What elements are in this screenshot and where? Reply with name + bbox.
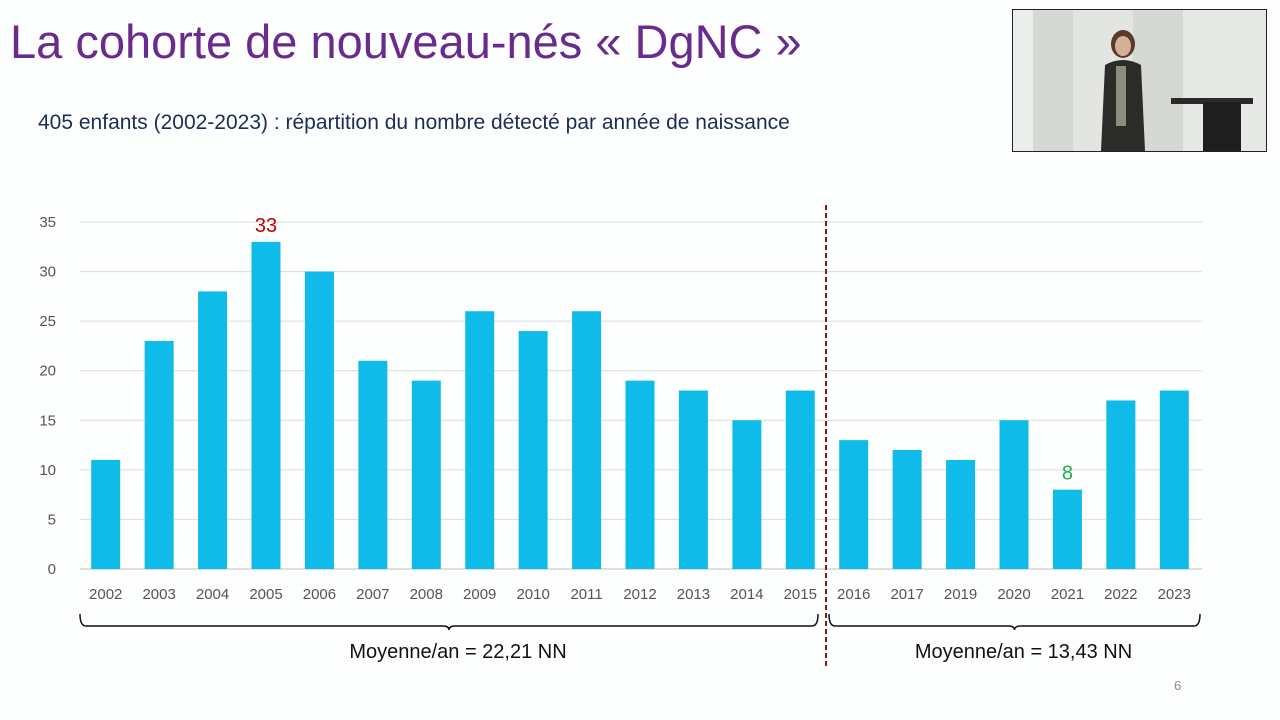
y-tick-label: 35 xyxy=(39,214,56,231)
slide-number: 6 xyxy=(1174,678,1182,693)
bar-2015 xyxy=(785,390,815,569)
x-tick-label: 2011 xyxy=(570,586,602,603)
bar-2008 xyxy=(411,380,441,569)
speaker-video-inset xyxy=(1012,9,1267,152)
x-tick-label: 2005 xyxy=(249,586,282,603)
bar-2009 xyxy=(465,311,495,569)
y-tick-label: 15 xyxy=(39,412,56,429)
bar-2020 xyxy=(999,420,1029,569)
x-tick-label: 2010 xyxy=(516,586,549,603)
bar-2006 xyxy=(304,271,334,569)
speaker-video-image xyxy=(1013,10,1266,151)
x-tick-label: 2003 xyxy=(142,586,175,603)
x-tick-label: 2004 xyxy=(196,586,229,603)
bar-2003 xyxy=(144,340,174,569)
x-tick-label: 2002 xyxy=(89,586,122,603)
bar-2021 xyxy=(1052,489,1082,569)
bar-2017 xyxy=(892,450,922,569)
x-tick-label: 2017 xyxy=(890,586,923,603)
bar-2016 xyxy=(839,440,869,569)
x-tick-label: 2013 xyxy=(677,586,710,603)
bar-2007 xyxy=(358,360,388,569)
bar-2004 xyxy=(198,291,228,569)
bar-2023 xyxy=(1159,390,1189,569)
slide-title: La cohorte de nouveau-nés « DgNC » xyxy=(10,15,802,68)
x-tick-label: 2019 xyxy=(944,586,977,603)
group-brace xyxy=(79,613,819,631)
bar-2005 xyxy=(251,241,281,570)
bar-2010 xyxy=(518,331,548,569)
bar-2011 xyxy=(572,311,602,569)
x-tick-label: 2020 xyxy=(997,586,1030,603)
y-tick-label: 10 xyxy=(39,462,56,479)
y-tick-label: 20 xyxy=(39,363,56,380)
x-tick-label: 2012 xyxy=(623,586,656,603)
bar-2002 xyxy=(91,459,121,569)
x-tick-label: 2009 xyxy=(463,586,496,603)
group-brace xyxy=(828,613,1201,631)
x-tick-label: 2016 xyxy=(837,586,870,603)
slide-subtitle: 405 enfants (2002-2023) : répartition du… xyxy=(38,111,790,134)
x-tick-label: 2023 xyxy=(1158,586,1191,603)
x-tick-label: 2015 xyxy=(784,586,817,603)
x-tick-label: 2014 xyxy=(730,586,763,603)
bar-2014 xyxy=(732,420,762,569)
y-tick-label: 30 xyxy=(39,264,56,281)
bar-2013 xyxy=(678,390,708,569)
group-average-label: Moyenne/an = 22,21 NN xyxy=(349,641,566,663)
y-tick-label: 0 xyxy=(48,561,56,578)
bar-2012 xyxy=(625,380,655,569)
data-label: 8 xyxy=(1062,463,1073,485)
y-tick-label: 5 xyxy=(48,511,56,528)
bar-2022 xyxy=(1106,400,1136,569)
x-tick-label: 2022 xyxy=(1104,586,1137,603)
x-tick-label: 2007 xyxy=(356,586,389,603)
x-tick-label: 2021 xyxy=(1051,586,1084,603)
data-label: 33 xyxy=(255,215,277,237)
group-average-label: Moyenne/an = 13,43 NN xyxy=(915,641,1132,663)
x-tick-label: 2008 xyxy=(410,586,443,603)
y-tick-label: 25 xyxy=(39,313,56,330)
x-tick-label: 2006 xyxy=(303,586,336,603)
bar-2019 xyxy=(946,459,976,569)
